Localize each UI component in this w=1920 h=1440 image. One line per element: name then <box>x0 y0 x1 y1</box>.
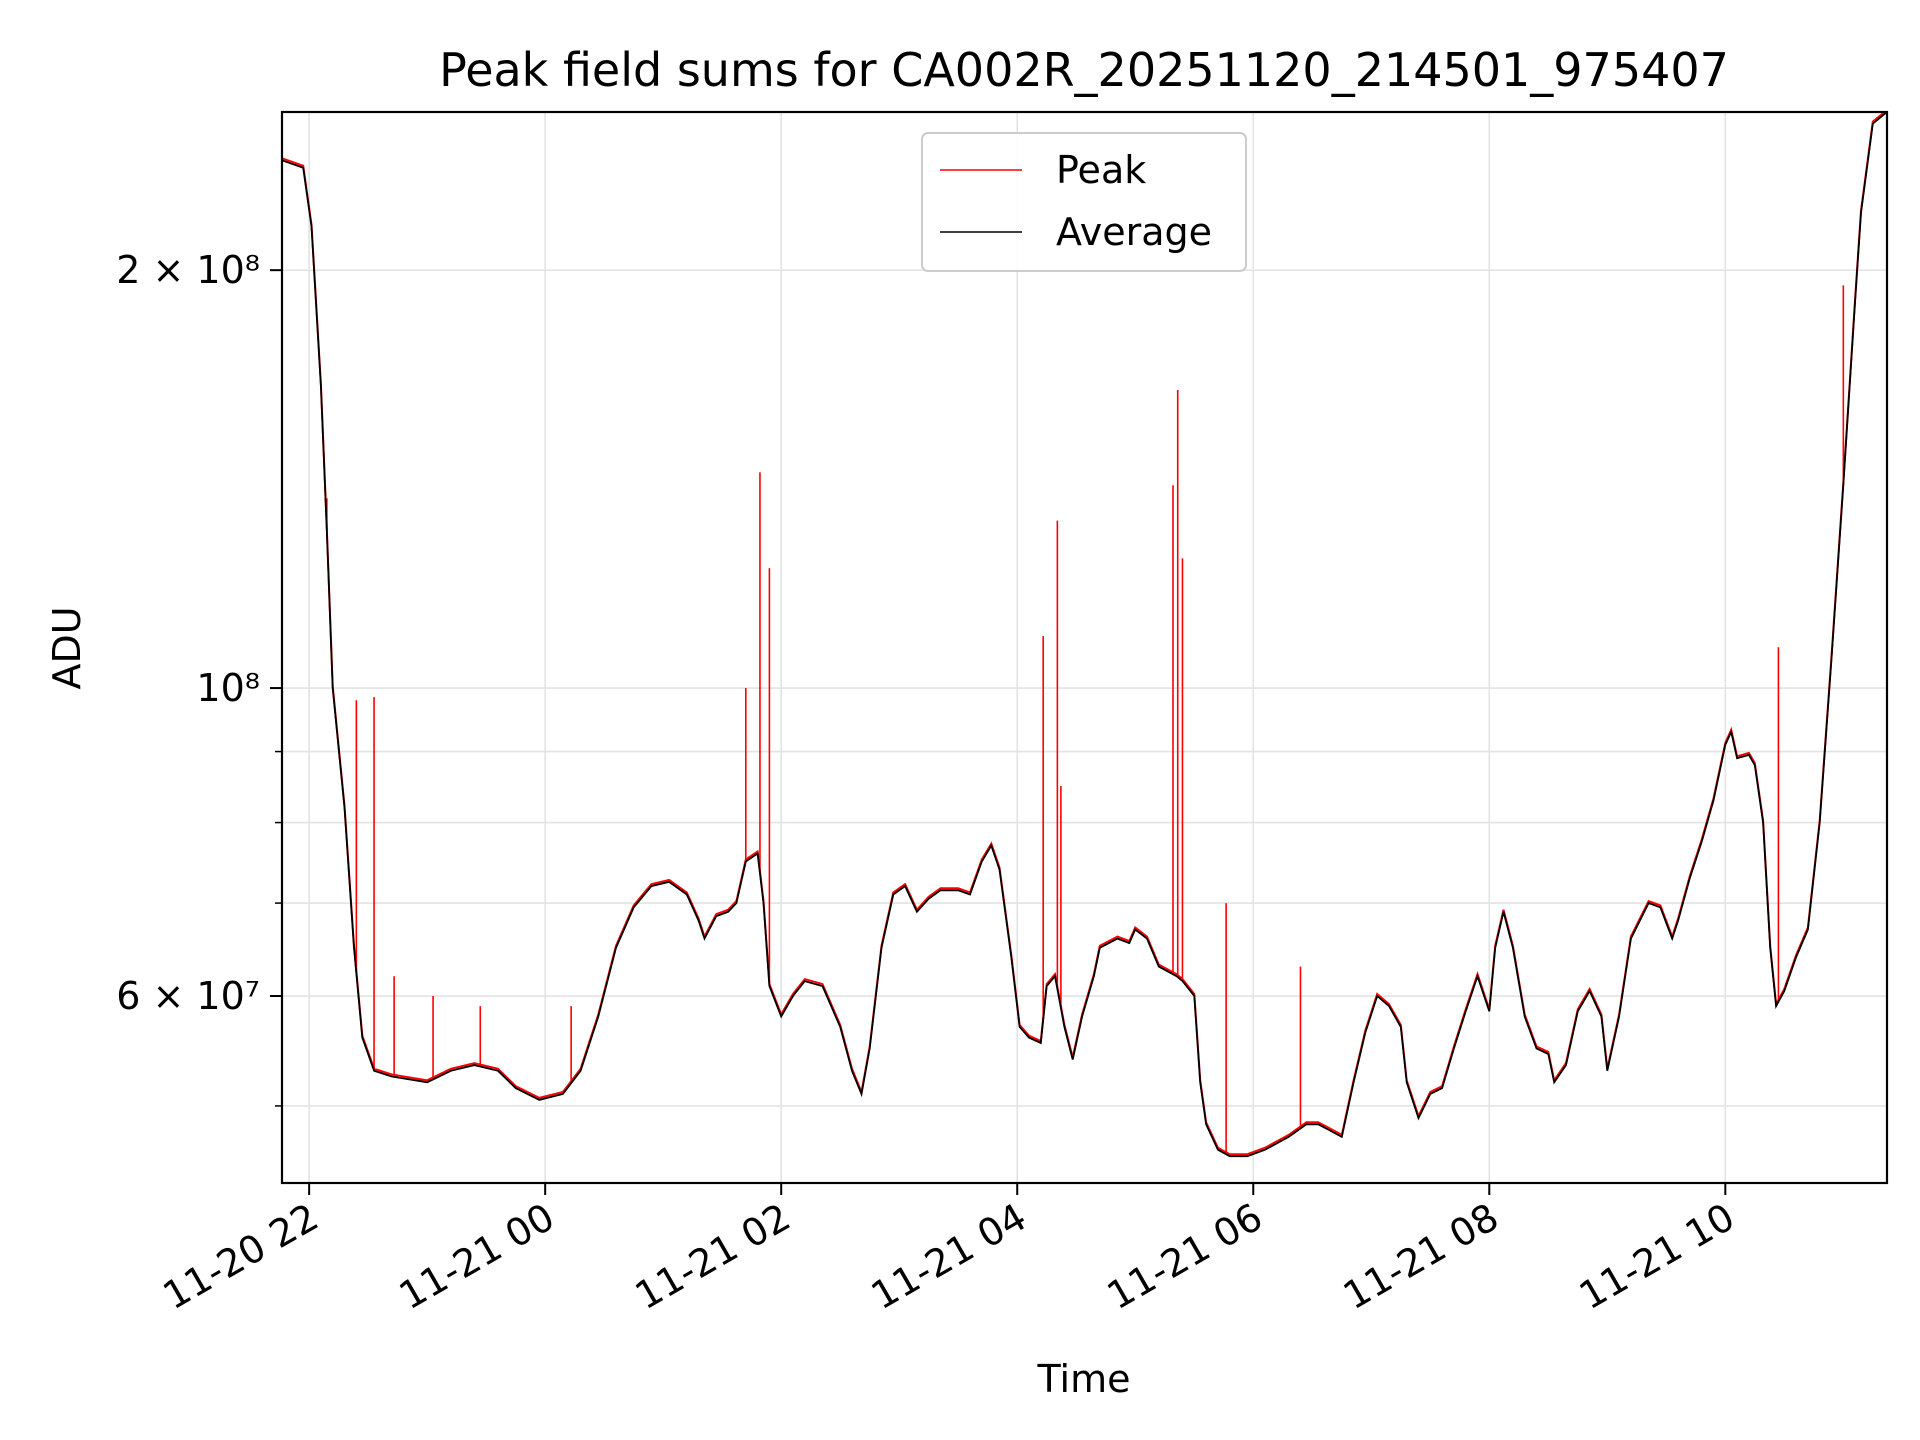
legend-box <box>921 132 1247 272</box>
y-tick-label: 6 × 10⁷ <box>116 974 260 1018</box>
series-layer <box>282 112 1887 1158</box>
y-tick-label: 2 × 10⁸ <box>116 248 260 292</box>
average-series-line <box>282 112 1887 1158</box>
plot-frame <box>280 110 1889 1185</box>
y-axis-label: ADU <box>45 606 89 689</box>
legend: Peak Average <box>921 132 1247 272</box>
chart-title: Peak field sums for CA002R_20251120_2145… <box>439 43 1729 97</box>
y-tick-label: 10⁸ <box>196 666 260 710</box>
legend-label-average: Average <box>1056 210 1212 254</box>
x-axis-label: Time <box>1037 1357 1131 1401</box>
legend-label-peak: Peak <box>1056 148 1146 192</box>
